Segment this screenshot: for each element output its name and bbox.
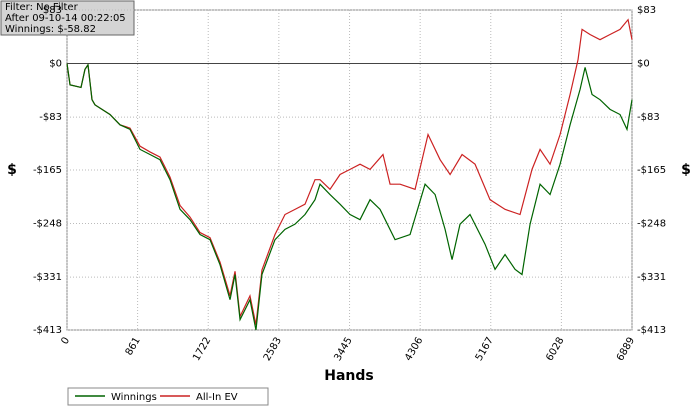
info-line: After 09-10-14 00:22:05 [5, 13, 126, 24]
y-tick-label-right: -$83 [637, 112, 660, 123]
y-tick-label: -$83 [39, 112, 62, 123]
legend-label: Winnings [111, 392, 157, 403]
y-tick-label-right: $0 [637, 59, 650, 70]
x-tick-label: 3445 [332, 336, 354, 364]
y-tick-label-right: $83 [637, 5, 656, 16]
y-tick-label-right: -$248 [637, 219, 666, 230]
x-tick-label: 0 [59, 336, 72, 347]
x-tick-label: 861 [124, 336, 143, 358]
x-tick-label: 5167 [474, 336, 496, 364]
y-axis-label: $ [7, 162, 17, 178]
legend-label: All-In EV [196, 392, 238, 403]
x-tick-label: 1722 [191, 336, 213, 364]
y-tick-label-right: -$331 [637, 272, 666, 283]
x-tick-label: 2583 [262, 336, 284, 364]
info-box [0, 0, 135, 36]
y-tick-label: $0 [49, 59, 62, 70]
y-tick-label-right: -$165 [637, 165, 666, 176]
x-tick-label: 4306 [403, 336, 425, 364]
y-tick-label: -$413 [33, 325, 62, 336]
series-line [66, 18, 633, 325]
series-line [66, 63, 633, 331]
y-tick-label-right: -$413 [637, 325, 666, 336]
info-line: Filter: No Filter [5, 2, 79, 13]
y-tick-label: -$165 [33, 165, 62, 176]
y-tick-label: $83 [43, 5, 62, 16]
y-axis-label-right: $ [681, 162, 691, 178]
y-tick-label: -$331 [33, 272, 62, 283]
x-axis-label: Hands [324, 368, 374, 384]
info-line: Winnings: $-58.82 [5, 24, 96, 35]
x-tick-label: 6028 [544, 336, 566, 364]
x-tick-label: 6889 [615, 336, 637, 364]
y-tick-label: -$248 [33, 219, 62, 230]
